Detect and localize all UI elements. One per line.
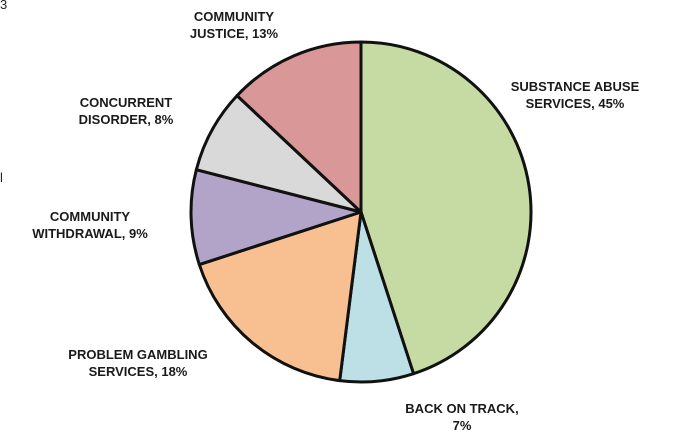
pie-slice (359, 40, 533, 376)
slice-label: PROBLEM GAMBLING SERVICES, 18% (68, 347, 208, 379)
slice-label: CONCURRENT DISORDER, 8% (78, 95, 174, 127)
cropped-text-fragment-top: 3 (0, 0, 8, 12)
slice-label: SUBSTANCE ABUSE SERVICES, 45% (510, 79, 640, 111)
slice-label: BACK ON TRACK, 7% (405, 401, 519, 433)
pie-slice (189, 168, 363, 267)
slice-label: COMMUNITY JUSTICE, 13% (189, 9, 279, 41)
slice-label: COMMUNITY WITHDRAWAL, 9% (32, 209, 148, 241)
cropped-text-fragment-middle: l (0, 170, 3, 185)
pie-slice (235, 40, 363, 214)
pie-slice (197, 210, 363, 383)
